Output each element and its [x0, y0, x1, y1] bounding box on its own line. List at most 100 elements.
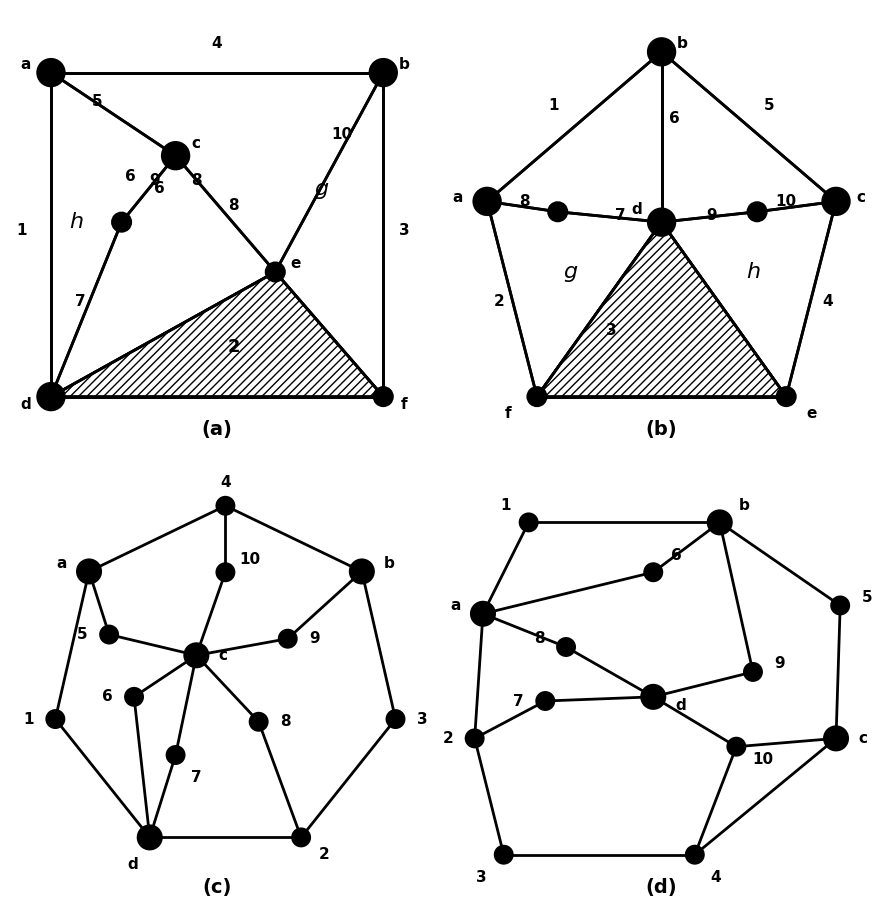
Circle shape [473, 188, 500, 215]
Circle shape [266, 263, 284, 281]
Circle shape [829, 596, 849, 616]
Circle shape [556, 637, 575, 657]
Circle shape [215, 496, 235, 516]
Circle shape [747, 202, 766, 221]
Text: 6: 6 [670, 548, 680, 563]
Circle shape [376, 65, 391, 80]
Text: 1: 1 [500, 498, 510, 514]
Text: 7: 7 [512, 694, 523, 709]
Circle shape [548, 202, 566, 221]
Circle shape [43, 65, 58, 80]
Circle shape [828, 194, 843, 209]
Text: (c): (c) [202, 879, 231, 898]
Text: 4: 4 [212, 36, 222, 51]
Text: b: b [738, 498, 750, 514]
Text: b: b [398, 57, 409, 72]
Polygon shape [536, 222, 785, 397]
Circle shape [37, 60, 64, 85]
Text: 7: 7 [614, 209, 625, 223]
Text: 7: 7 [190, 770, 201, 786]
Text: h: h [745, 262, 759, 282]
Text: e: e [805, 405, 815, 421]
Text: d: d [128, 857, 138, 872]
Text: 5: 5 [91, 94, 102, 109]
Text: 10: 10 [752, 752, 773, 766]
Circle shape [215, 562, 235, 583]
Circle shape [518, 513, 538, 532]
Text: 2: 2 [442, 731, 453, 746]
Circle shape [479, 194, 494, 209]
Text: 9: 9 [773, 656, 784, 671]
Text: 10: 10 [239, 552, 260, 567]
Circle shape [168, 148, 183, 164]
Polygon shape [51, 272, 383, 397]
Circle shape [374, 388, 392, 406]
Text: (a): (a) [201, 420, 232, 439]
Circle shape [369, 60, 396, 85]
Text: 7: 7 [74, 293, 85, 309]
Text: b: b [676, 36, 687, 51]
Circle shape [43, 389, 58, 404]
Circle shape [45, 709, 66, 729]
Text: 9: 9 [705, 209, 716, 223]
Text: h: h [69, 212, 83, 233]
Text: f: f [400, 397, 407, 413]
Text: 9: 9 [309, 631, 320, 646]
Circle shape [37, 383, 64, 410]
Circle shape [124, 686, 144, 707]
Text: 2: 2 [227, 338, 240, 356]
Text: c: c [219, 648, 228, 663]
Circle shape [464, 729, 484, 748]
Circle shape [534, 691, 555, 711]
Text: d: d [674, 698, 685, 712]
Circle shape [470, 602, 494, 626]
Circle shape [138, 826, 161, 849]
Text: 3: 3 [475, 870, 486, 885]
Text: 5: 5 [764, 98, 774, 113]
Text: 4: 4 [821, 293, 832, 309]
Text: 6: 6 [153, 181, 164, 197]
Text: a: a [57, 556, 67, 571]
Circle shape [653, 44, 668, 60]
Circle shape [350, 560, 373, 583]
Text: c: c [858, 731, 867, 746]
Text: 1: 1 [23, 711, 34, 727]
Text: 10: 10 [774, 194, 796, 209]
Text: c: c [856, 189, 865, 205]
Text: 3: 3 [606, 323, 617, 337]
Circle shape [726, 737, 745, 756]
Text: 4: 4 [710, 870, 720, 885]
Text: 6: 6 [102, 689, 113, 704]
Circle shape [642, 562, 663, 583]
Text: f: f [504, 405, 510, 421]
Circle shape [653, 215, 668, 230]
Text: 1: 1 [17, 223, 27, 238]
Text: c: c [191, 136, 200, 151]
Text: g: g [314, 179, 328, 199]
Text: 8: 8 [533, 631, 544, 646]
Text: d: d [631, 202, 641, 217]
Text: 4: 4 [220, 475, 230, 491]
Circle shape [291, 827, 311, 847]
Circle shape [113, 213, 130, 232]
Circle shape [527, 388, 546, 406]
Circle shape [776, 388, 795, 406]
Circle shape [277, 629, 298, 649]
Circle shape [385, 709, 405, 729]
Text: 8: 8 [229, 198, 239, 213]
Text: 3: 3 [399, 223, 409, 238]
Text: a: a [450, 598, 461, 613]
Text: 8: 8 [280, 714, 291, 730]
Text: 3: 3 [416, 711, 427, 727]
Circle shape [684, 845, 704, 865]
Circle shape [641, 686, 664, 709]
Circle shape [99, 625, 119, 644]
Text: e: e [291, 256, 301, 271]
Text: g: g [563, 262, 577, 282]
Text: 6: 6 [668, 111, 679, 126]
Circle shape [707, 511, 731, 534]
Circle shape [162, 142, 189, 169]
Circle shape [742, 662, 762, 682]
Text: 8: 8 [518, 194, 529, 209]
Text: (b): (b) [645, 420, 677, 439]
